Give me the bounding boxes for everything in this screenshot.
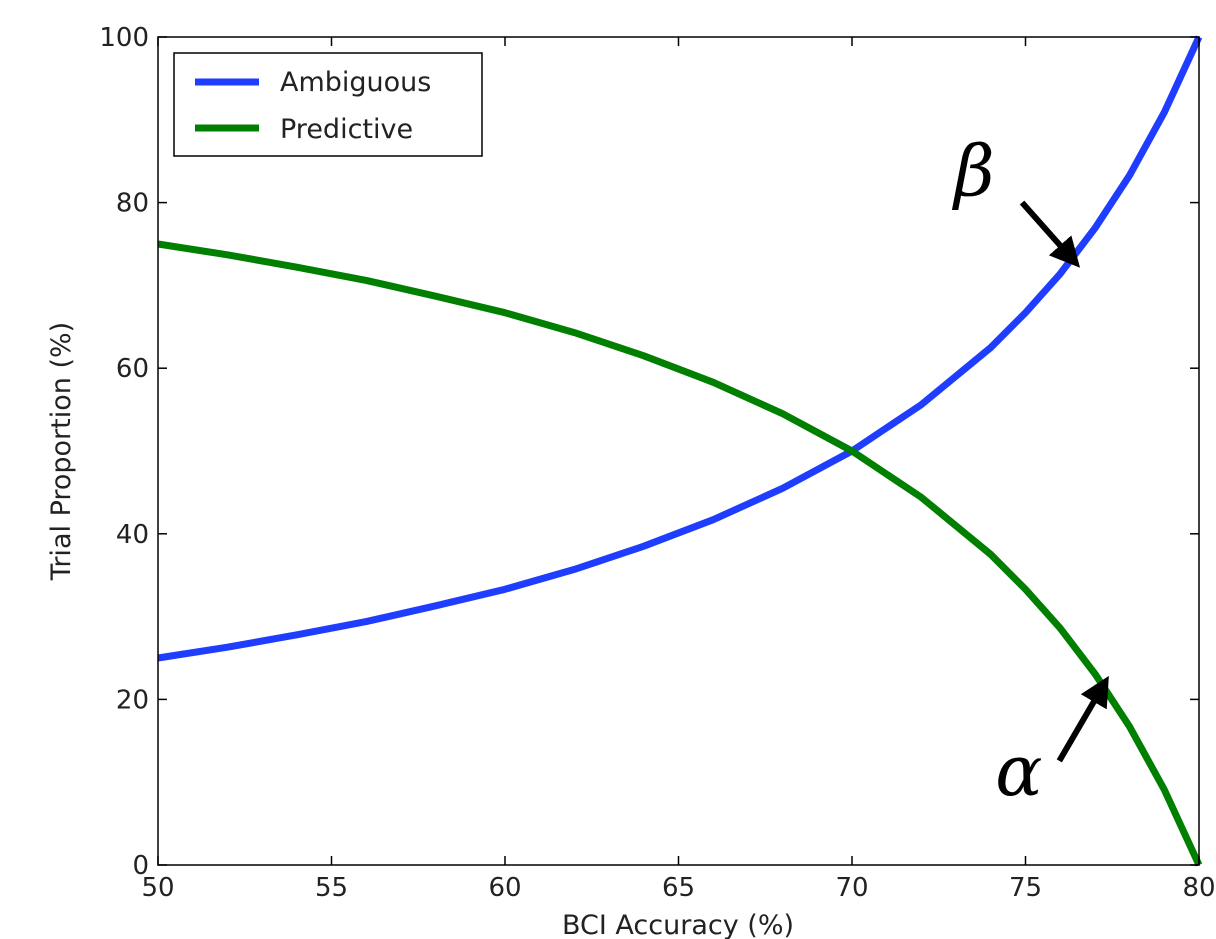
annotations: βα	[951, 131, 1109, 812]
annotation-label: β	[951, 131, 994, 213]
x-tick-label: 65	[662, 873, 695, 903]
x-tick-label: 75	[1009, 873, 1042, 903]
x-tick-label: 70	[835, 873, 868, 903]
series-line-ambiguous	[157, 35, 1203, 662]
legend-box	[173, 52, 483, 157]
legend-label-ambiguous: Ambiguous	[280, 67, 431, 98]
x-tick-label: 80	[1182, 873, 1215, 903]
series-line-predictive	[157, 240, 1203, 867]
annotation-arrow	[1019, 200, 1081, 268]
x-axis-label: BCI Accuracy (%)	[562, 910, 794, 939]
y-tick-label: 0	[132, 851, 149, 881]
y-tick-label: 100	[99, 23, 149, 53]
y-axis-label: Trial Proportion (%)	[46, 322, 77, 581]
legend: Ambiguous Predictive	[173, 52, 483, 157]
x-tick-label: 60	[488, 873, 521, 903]
annotation-arrow	[1056, 675, 1109, 763]
series-lines	[157, 35, 1203, 867]
axis-ticks: 50 55 60 65 70 75 80 0 20 40 60 80 100	[99, 23, 1215, 903]
y-tick-label: 20	[116, 685, 149, 715]
x-tick-label: 50	[141, 873, 174, 903]
y-tick-label: 40	[116, 520, 149, 550]
annotation-label: α	[995, 730, 1042, 812]
y-tick-label: 80	[116, 189, 149, 219]
y-tick-label: 60	[116, 354, 149, 384]
plot-frame	[157, 36, 1200, 866]
legend-label-predictive: Predictive	[280, 114, 413, 145]
x-tick-label: 55	[315, 873, 348, 903]
